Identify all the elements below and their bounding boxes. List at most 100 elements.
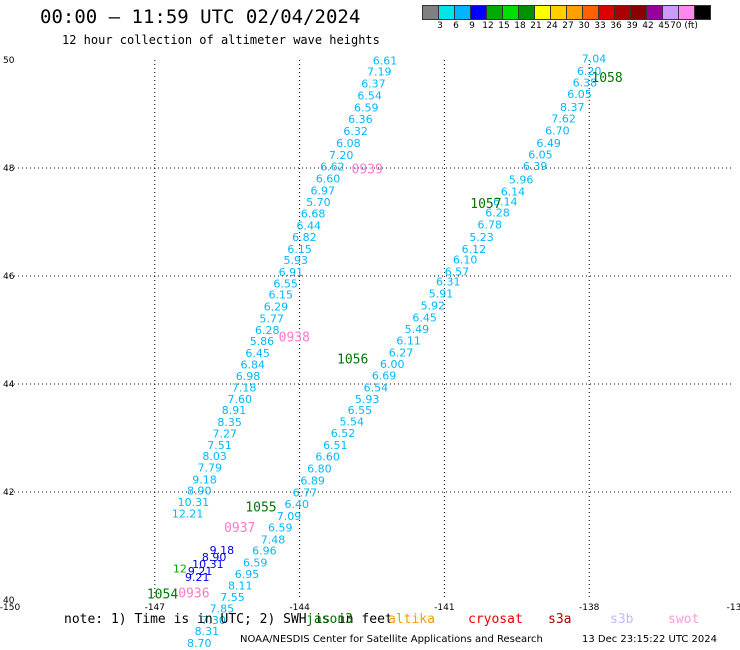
satellite-label-swot: swot <box>668 612 700 627</box>
data-point-label: 6.27 <box>389 346 414 359</box>
data-point-label: 9.21 <box>188 565 213 578</box>
data-point-label: 9.18 <box>192 473 217 486</box>
satellite-label-altika: altika <box>388 612 435 627</box>
track-label: 0938 <box>279 330 310 345</box>
data-point-label: 7.48 <box>261 533 286 546</box>
data-point-label: 8.03 <box>202 450 227 463</box>
data-point-label: 6.36 <box>348 113 373 126</box>
x-tick-label: -138 <box>579 603 600 613</box>
data-point-label: 6.57 <box>445 265 470 278</box>
data-point-label: 6.82 <box>292 231 317 244</box>
data-point-label: 5.54 <box>339 416 364 429</box>
data-point-label: 6.84 <box>241 358 266 371</box>
data-point-label: 7.20 <box>329 149 354 162</box>
data-point-label: 8.37 <box>560 101 585 114</box>
scale-label: 6 <box>453 21 459 31</box>
scale-swatch <box>694 5 711 20</box>
x-tick-label: -13 <box>727 603 740 613</box>
data-point-label: 6.61 <box>373 54 398 67</box>
data-point-label: 6.60 <box>316 173 341 186</box>
y-tick-label: 50 <box>3 56 15 66</box>
track-label: 1057 <box>470 197 501 212</box>
x-tick-label: -141 <box>434 603 454 613</box>
scale-label: 36 <box>610 21 622 31</box>
data-point-label: 6.68 <box>301 208 326 221</box>
data-point-label: 7.19 <box>367 66 392 79</box>
notes-text: note: 1) Time is in UTC; 2) SWH is in fe… <box>64 612 393 627</box>
data-point-label: 6.15 <box>269 289 294 302</box>
satellite-label-jason3: jason3 <box>306 612 353 627</box>
data-point-label: 8.90 <box>202 551 227 564</box>
page-title: 00:00 — 11:59 UTC 02/04/2024 <box>40 6 361 28</box>
data-point-label: 6.98 <box>236 370 261 383</box>
track-label: 0939 <box>352 162 383 177</box>
data-point-label: 6.59 <box>354 101 379 114</box>
scale-label: 18 <box>514 21 526 31</box>
data-point-label: 5.70 <box>306 196 331 209</box>
color-scale-legend <box>422 5 711 20</box>
scale-label: 27 <box>562 21 574 31</box>
y-tick-label: 42 <box>3 488 14 498</box>
data-point-label: 6.78 <box>478 218 503 231</box>
data-point-label: 8.90 <box>187 485 212 498</box>
data-point-label: 12 <box>173 562 187 575</box>
data-point-label: 6.77 <box>293 486 318 499</box>
scale-label: 42 <box>642 21 654 31</box>
data-point-label: 6.96 <box>252 545 277 558</box>
data-point-label: 6.31 <box>436 276 461 289</box>
data-point-label: 6.45 <box>245 347 270 360</box>
data-point-label: 5.77 <box>259 312 284 325</box>
data-point-label: 6.60 <box>315 451 340 464</box>
y-tick-label: 40 <box>3 596 15 606</box>
scale-label: 15 <box>498 21 510 31</box>
track-label: 0936 <box>178 586 209 601</box>
data-point-label: 7.60 <box>227 393 252 406</box>
color-scale-labels: 3 6 9 12 15 18 21 24 27 30 33 36 39 42 45 70 (ft) <box>422 21 740 33</box>
data-point-label: 6.69 <box>372 370 397 383</box>
data-point-label: 5.91 <box>429 288 454 301</box>
data-point-label: 6.70 <box>545 125 570 138</box>
data-point-label: 6.91 <box>279 266 304 279</box>
data-point-label: 7.62 <box>551 113 576 126</box>
data-point-label: 6.39 <box>523 160 548 173</box>
data-point-label: 7.18 <box>232 382 257 395</box>
data-point-label: 6.49 <box>536 137 561 150</box>
scale-label: 12 <box>482 21 494 31</box>
data-point-label: 5.92 <box>421 299 446 312</box>
data-point-label: 8.70 <box>187 637 212 650</box>
data-point-label: 7.09 <box>277 510 302 523</box>
credit-text: NOAA/NESDIS Center for Satellite Applica… <box>240 634 543 645</box>
data-point-label: 8.35 <box>217 416 242 429</box>
y-tick-label: 48 <box>3 164 15 174</box>
data-point-label: 6.20 <box>577 65 602 78</box>
data-point-label: 6.59 <box>268 521 293 534</box>
data-point-label: 6.55 <box>273 277 298 290</box>
data-point-label: 7.79 <box>198 461 223 474</box>
data-point-label: 6.29 <box>264 301 289 314</box>
x-tick-label: -147 <box>145 603 165 613</box>
data-point-label: 6.80 <box>307 463 332 476</box>
data-point-label: 9.18 <box>210 544 235 557</box>
scale-label: 39 <box>626 21 638 31</box>
data-point-label: 6.44 <box>297 220 322 233</box>
data-point-label: 6.54 <box>364 382 389 395</box>
data-point-label: 5.96 <box>509 174 534 187</box>
data-point-label: 7.27 <box>213 427 238 440</box>
data-point-label: 10.31 <box>178 496 210 509</box>
page-subtitle: 12 hour collection of altimeter wave hei… <box>62 33 380 47</box>
data-point-label: 8.11 <box>228 580 253 593</box>
y-tick-label: 46 <box>3 272 15 282</box>
data-point-label: 6.28 <box>255 324 280 337</box>
data-point-label: 6.51 <box>323 439 348 452</box>
data-point-label: 6.38 <box>573 76 598 89</box>
data-point-label: 6.54 <box>357 89 382 102</box>
satellite-label-s3a: s3a <box>548 612 572 627</box>
data-point-label: 6.37 <box>361 78 386 91</box>
data-point-label: 9.21 <box>185 571 210 584</box>
data-point-label: 6.00 <box>380 358 405 371</box>
track-label: 1055 <box>245 500 276 515</box>
track-label: 0937 <box>224 521 255 536</box>
data-point-label: 6.08 <box>336 137 361 150</box>
data-point-label: 6.62 <box>320 161 345 174</box>
